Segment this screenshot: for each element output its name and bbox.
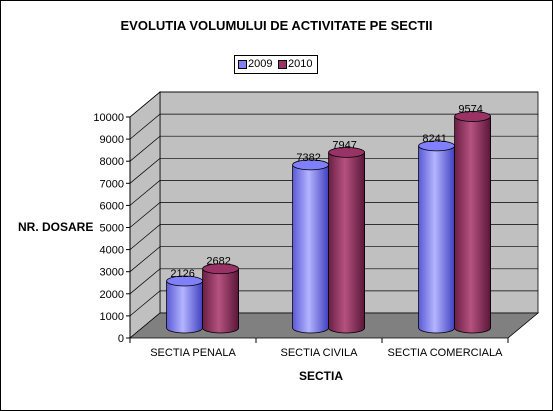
y-tick-label: 0 — [118, 333, 124, 345]
y-tick-label: 2000 — [100, 289, 124, 301]
y-tick-label: 7000 — [100, 178, 124, 190]
y-tick-label: 5000 — [100, 223, 124, 235]
gridline — [129, 113, 538, 140]
y-axis-title: NR. DOSARE — [18, 220, 94, 234]
data-label-2010-1: 7947 — [332, 139, 356, 151]
bar-top — [202, 263, 240, 275]
bar-2010-2 — [454, 111, 492, 334]
gridline — [129, 202, 538, 228]
y-tick-label: 1000 — [100, 311, 124, 323]
data-label-2009-0: 2126 — [170, 268, 194, 280]
legend: 2009 2010 — [234, 55, 318, 74]
data-label-2009-2: 8241 — [422, 133, 446, 145]
bar-2009-2 — [418, 140, 456, 334]
bar-top — [328, 146, 366, 158]
y-tick-label: 3000 — [100, 267, 124, 279]
gridline — [129, 246, 538, 272]
x-tick-label: SECTIA COMERCIALA — [388, 347, 504, 359]
legend-label-2009: 2009 — [248, 58, 273, 70]
x-tick-label: SECTIA CIVILA — [280, 347, 358, 359]
y-tick-label: 4000 — [100, 245, 124, 257]
bar-body — [454, 116, 491, 328]
bar-2010-1 — [328, 146, 366, 334]
gridline — [129, 268, 538, 295]
gridline — [129, 135, 538, 162]
gridline — [129, 157, 538, 184]
gridline — [129, 224, 538, 250]
gridline — [129, 180, 538, 206]
data-label-2010-2: 9574 — [458, 103, 482, 115]
bar-2009-0 — [166, 275, 204, 334]
y-tick-label: 8000 — [100, 156, 124, 168]
bar-top — [454, 111, 492, 122]
y-tick-label: 9000 — [100, 134, 124, 146]
x-axis-title: SECTIA — [299, 369, 344, 383]
y-tick-label: 6000 — [100, 200, 124, 212]
data-label-2010-0: 2682 — [206, 256, 230, 268]
chart-title: EVOLUTIA VOLUMULUI DE ACTIVITATE PE SECT… — [120, 18, 433, 33]
bar-body — [328, 152, 365, 328]
bar-2010-0 — [202, 263, 240, 334]
legend-swatch-2009 — [238, 60, 247, 69]
bar-body — [202, 268, 239, 328]
x-tick-label: SECTIA PENALA — [150, 347, 236, 359]
legend-swatch-2010 — [278, 60, 287, 69]
bar-2009-1 — [292, 159, 330, 334]
gridline — [129, 91, 538, 118]
y-tick-label: 10000 — [93, 112, 124, 124]
bar-body — [166, 281, 203, 328]
gridline — [129, 290, 538, 317]
legend-label-2010: 2010 — [288, 58, 313, 70]
bar-body — [292, 164, 329, 328]
bar-body — [418, 145, 455, 328]
data-label-2009-1: 7382 — [296, 152, 320, 164]
